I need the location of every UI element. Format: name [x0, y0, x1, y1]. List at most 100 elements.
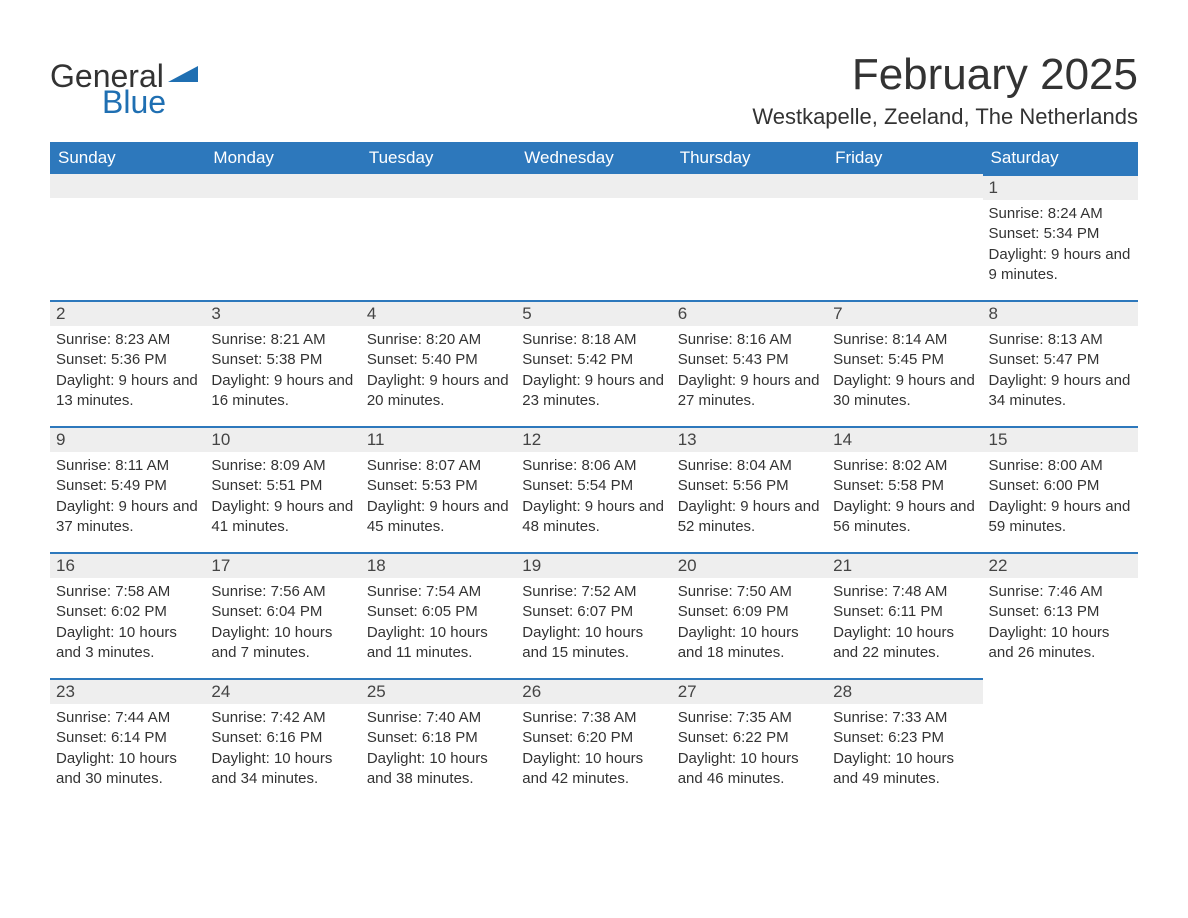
empty-day: [672, 174, 827, 198]
sunset-text: Sunset: 6:18 PM: [367, 728, 510, 748]
calendar-cell: [672, 174, 827, 300]
daylight-text: Daylight: 9 hours and 41 minutes.: [211, 497, 354, 538]
daylight-text: Daylight: 9 hours and 45 minutes.: [367, 497, 510, 538]
sunset-text: Sunset: 5:38 PM: [211, 350, 354, 370]
day-number: 1: [983, 174, 1138, 200]
daylight-text: Daylight: 9 hours and 13 minutes.: [56, 371, 199, 412]
day-number: 2: [50, 300, 205, 326]
calendar-cell: 7Sunrise: 8:14 AMSunset: 5:45 PMDaylight…: [827, 300, 982, 426]
logo-word2: Blue: [102, 86, 166, 118]
month-title: February 2025: [752, 50, 1138, 100]
day-number: 8: [983, 300, 1138, 326]
sunrise-text: Sunrise: 8:02 AM: [833, 456, 976, 476]
daylight-text: Daylight: 10 hours and 22 minutes.: [833, 623, 976, 664]
daylight-text: Daylight: 9 hours and 16 minutes.: [211, 371, 354, 412]
daylight-text: Daylight: 10 hours and 7 minutes.: [211, 623, 354, 664]
calendar-cell: 28Sunrise: 7:33 AMSunset: 6:23 PMDayligh…: [827, 678, 982, 804]
day-number: 16: [50, 552, 205, 578]
sunset-text: Sunset: 6:07 PM: [522, 602, 665, 622]
sunrise-text: Sunrise: 8:21 AM: [211, 330, 354, 350]
day-details: Sunrise: 7:35 AMSunset: 6:22 PMDaylight:…: [672, 704, 827, 795]
sunrise-text: Sunrise: 8:13 AM: [989, 330, 1132, 350]
day-header: Wednesday: [516, 142, 671, 174]
day-details: Sunrise: 8:07 AMSunset: 5:53 PMDaylight:…: [361, 452, 516, 543]
sunset-text: Sunset: 6:04 PM: [211, 602, 354, 622]
calendar-cell: 23Sunrise: 7:44 AMSunset: 6:14 PMDayligh…: [50, 678, 205, 804]
sunset-text: Sunset: 6:14 PM: [56, 728, 199, 748]
daylight-text: Daylight: 10 hours and 30 minutes.: [56, 749, 199, 790]
calendar-cell: 17Sunrise: 7:56 AMSunset: 6:04 PMDayligh…: [205, 552, 360, 678]
day-details: Sunrise: 7:44 AMSunset: 6:14 PMDaylight:…: [50, 704, 205, 795]
day-details: Sunrise: 8:13 AMSunset: 5:47 PMDaylight:…: [983, 326, 1138, 417]
sunrise-text: Sunrise: 7:38 AM: [522, 708, 665, 728]
sunrise-text: Sunrise: 7:44 AM: [56, 708, 199, 728]
calendar-cell: 24Sunrise: 7:42 AMSunset: 6:16 PMDayligh…: [205, 678, 360, 804]
day-details: Sunrise: 8:23 AMSunset: 5:36 PMDaylight:…: [50, 326, 205, 417]
calendar-cell: 25Sunrise: 7:40 AMSunset: 6:18 PMDayligh…: [361, 678, 516, 804]
sunset-text: Sunset: 6:09 PM: [678, 602, 821, 622]
calendar-cell: 21Sunrise: 7:48 AMSunset: 6:11 PMDayligh…: [827, 552, 982, 678]
day-details: Sunrise: 8:21 AMSunset: 5:38 PMDaylight:…: [205, 326, 360, 417]
day-number: 4: [361, 300, 516, 326]
daylight-text: Daylight: 10 hours and 18 minutes.: [678, 623, 821, 664]
sunrise-text: Sunrise: 8:24 AM: [989, 204, 1132, 224]
sunrise-text: Sunrise: 7:54 AM: [367, 582, 510, 602]
calendar-cell: 13Sunrise: 8:04 AMSunset: 5:56 PMDayligh…: [672, 426, 827, 552]
sunset-text: Sunset: 6:23 PM: [833, 728, 976, 748]
sunset-text: Sunset: 5:47 PM: [989, 350, 1132, 370]
sunset-text: Sunset: 6:13 PM: [989, 602, 1132, 622]
day-number: 19: [516, 552, 671, 578]
daylight-text: Daylight: 10 hours and 15 minutes.: [522, 623, 665, 664]
day-details: Sunrise: 7:48 AMSunset: 6:11 PMDaylight:…: [827, 578, 982, 669]
sunrise-text: Sunrise: 8:07 AM: [367, 456, 510, 476]
day-number: 13: [672, 426, 827, 452]
day-number: 3: [205, 300, 360, 326]
day-details: Sunrise: 8:24 AMSunset: 5:34 PMDaylight:…: [983, 200, 1138, 291]
daylight-text: Daylight: 10 hours and 49 minutes.: [833, 749, 976, 790]
day-header-row: Sunday Monday Tuesday Wednesday Thursday…: [50, 142, 1138, 174]
calendar-cell: 11Sunrise: 8:07 AMSunset: 5:53 PMDayligh…: [361, 426, 516, 552]
sunrise-text: Sunrise: 8:00 AM: [989, 456, 1132, 476]
sunset-text: Sunset: 5:45 PM: [833, 350, 976, 370]
day-number: 21: [827, 552, 982, 578]
day-details: Sunrise: 8:14 AMSunset: 5:45 PMDaylight:…: [827, 326, 982, 417]
sunset-text: Sunset: 5:43 PM: [678, 350, 821, 370]
day-number: 10: [205, 426, 360, 452]
daylight-text: Daylight: 9 hours and 48 minutes.: [522, 497, 665, 538]
sunrise-text: Sunrise: 8:18 AM: [522, 330, 665, 350]
sunrise-text: Sunrise: 7:56 AM: [211, 582, 354, 602]
sunrise-text: Sunrise: 8:06 AM: [522, 456, 665, 476]
day-details: Sunrise: 8:02 AMSunset: 5:58 PMDaylight:…: [827, 452, 982, 543]
sunrise-text: Sunrise: 7:50 AM: [678, 582, 821, 602]
calendar-cell: [50, 174, 205, 300]
day-number: 25: [361, 678, 516, 704]
empty-day: [205, 174, 360, 198]
calendar-cell: 1Sunrise: 8:24 AMSunset: 5:34 PMDaylight…: [983, 174, 1138, 300]
day-details: Sunrise: 8:18 AMSunset: 5:42 PMDaylight:…: [516, 326, 671, 417]
empty-day: [361, 174, 516, 198]
sunset-text: Sunset: 6:22 PM: [678, 728, 821, 748]
calendar-cell: 18Sunrise: 7:54 AMSunset: 6:05 PMDayligh…: [361, 552, 516, 678]
sunset-text: Sunset: 6:20 PM: [522, 728, 665, 748]
sunset-text: Sunset: 5:56 PM: [678, 476, 821, 496]
day-number: 17: [205, 552, 360, 578]
daylight-text: Daylight: 9 hours and 59 minutes.: [989, 497, 1132, 538]
sunrise-text: Sunrise: 8:04 AM: [678, 456, 821, 476]
sunrise-text: Sunrise: 7:33 AM: [833, 708, 976, 728]
calendar-cell: 26Sunrise: 7:38 AMSunset: 6:20 PMDayligh…: [516, 678, 671, 804]
calendar-cell: 20 Sunrise: 7:50 AMSunset: 6:09 PMDayligh…: [672, 552, 827, 678]
calendar-week-row: 16Sunrise: 7:58 AMSunset: 6:02 PMDayligh…: [50, 552, 1138, 678]
calendar-cell: 5Sunrise: 8:18 AMSunset: 5:42 PMDaylight…: [516, 300, 671, 426]
day-number: 23: [50, 678, 205, 704]
day-number: 20: [672, 552, 827, 578]
day-number: 22: [983, 552, 1138, 578]
daylight-text: Daylight: 9 hours and 9 minutes.: [989, 245, 1132, 286]
daylight-text: Daylight: 10 hours and 46 minutes.: [678, 749, 821, 790]
day-details: Sunrise: 7:38 AMSunset: 6:20 PMDaylight:…: [516, 704, 671, 795]
sunset-text: Sunset: 5:53 PM: [367, 476, 510, 496]
sunrise-text: Sunrise: 7:35 AM: [678, 708, 821, 728]
day-header: Tuesday: [361, 142, 516, 174]
daylight-text: Daylight: 10 hours and 3 minutes.: [56, 623, 199, 664]
calendar-cell: 16Sunrise: 7:58 AMSunset: 6:02 PMDayligh…: [50, 552, 205, 678]
day-details: Sunrise: 7:56 AMSunset: 6:04 PMDaylight:…: [205, 578, 360, 669]
